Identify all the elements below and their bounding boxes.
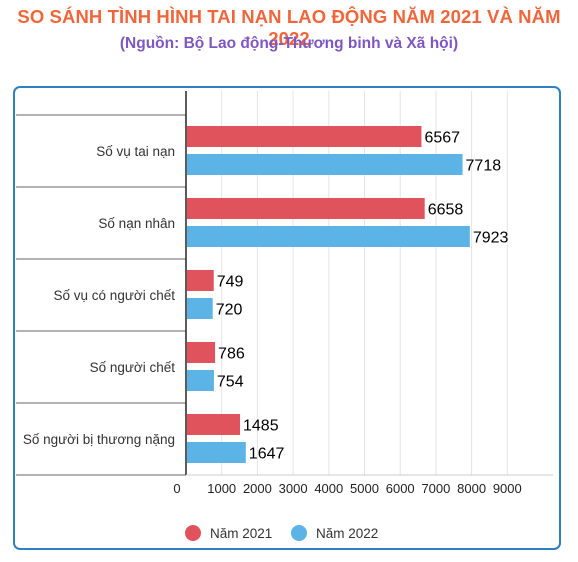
category-label: Số nạn nhân [98,216,175,231]
bar [187,414,241,435]
category-label: Số vụ tai nạn [96,144,175,159]
data-label: 754 [217,374,244,391]
x-tick-label: 4000 [314,481,343,496]
bar [187,126,422,147]
data-label: 7923 [473,230,509,247]
category-label: Số vụ có người chết [54,288,176,303]
data-label: 1647 [249,446,285,463]
bar [187,370,214,391]
data-label: 749 [217,274,244,291]
legend-marker [291,525,307,541]
data-label: 786 [218,346,245,363]
labels: 6567 7718 Số vụ tai nạn 6658 7923 Số nạn nhân… [23,130,522,497]
legend: Năm 2021 Năm 2022 [185,525,378,541]
data-label: 6658 [428,202,464,219]
legend-label: Năm 2021 [210,526,272,541]
chart-title: SO SÁNH TÌNH HÌNH TAI NẠN LAO ĐỘNG NĂM 2… [17,6,561,49]
legend-marker [185,525,201,541]
bar [187,226,470,247]
data-label: 720 [216,302,243,319]
bars [187,126,470,463]
x-tick-label: 8000 [457,481,486,496]
bar [187,442,246,463]
bar [187,198,425,219]
category-label: Số người bị thương nặng [23,432,175,447]
bar [187,154,463,175]
data-label: 6567 [424,130,460,147]
legend-label: Năm 2022 [316,526,378,541]
category-label: Số người chết [90,360,176,375]
x-tick-label: 3000 [279,481,308,496]
x-tick-label: 5000 [350,481,379,496]
category-dividers [16,114,186,476]
x-tick-label: 2000 [243,481,272,496]
x-tick-label: 6000 [386,481,415,496]
bar [187,342,216,363]
chart-frame [13,86,561,550]
bar [187,270,214,291]
x-tick-label: 1000 [207,481,236,496]
x-tick-label: 9000 [493,481,522,496]
bar [187,298,213,319]
axes [185,91,553,476]
x-tick-label: 7000 [421,481,450,496]
x-tick-label: 0 [173,481,180,496]
data-label: 1485 [243,418,279,435]
chart-subtitle: (Nguồn: Bộ Lao động-Thương binh và Xã hộ… [119,35,459,52]
data-label: 7718 [466,158,502,175]
